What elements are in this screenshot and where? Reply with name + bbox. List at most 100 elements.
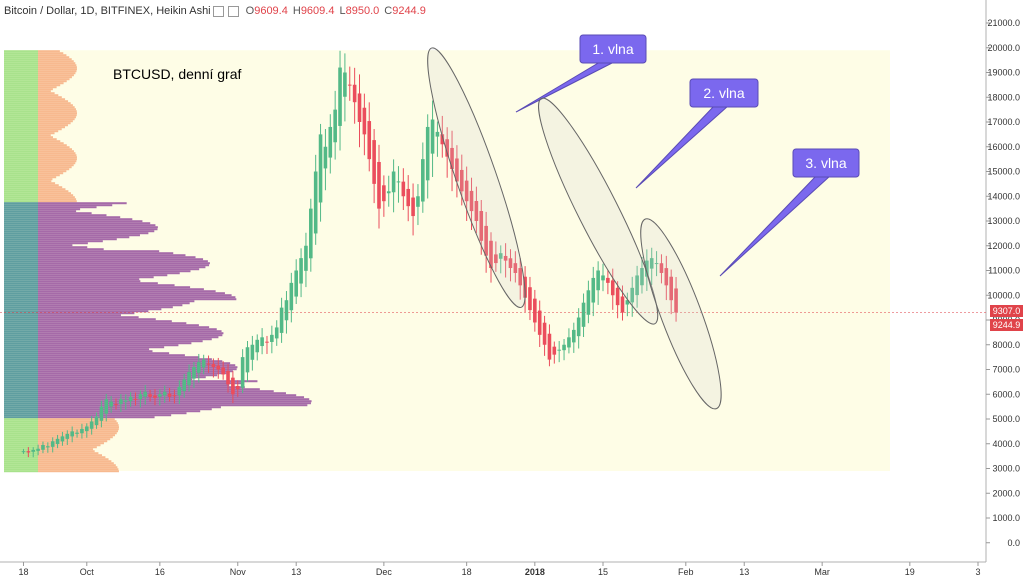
profile-bar-base — [4, 420, 38, 423]
settings-square-icon[interactable] — [212, 5, 224, 17]
profile-bar — [38, 300, 195, 303]
profile-bar-base — [4, 348, 38, 351]
profile-bar — [38, 376, 206, 379]
candle-body — [313, 171, 318, 234]
price-tick-label: 17000.0 — [987, 117, 1020, 127]
profile-bar-base — [4, 406, 38, 409]
profile-bar-base — [4, 460, 38, 463]
candle-body — [513, 263, 518, 273]
price-tick-label: 0.0 — [1007, 538, 1020, 548]
profile-bar — [38, 108, 76, 111]
profile-bar-base — [4, 388, 38, 391]
symbol-title[interactable]: Bitcoin / Dollar, 1D, BITFINEX, Heikin A… — [4, 5, 211, 17]
profile-bar-base — [4, 320, 38, 323]
profile-bar — [38, 268, 200, 271]
candle-body — [552, 346, 557, 355]
candle-body — [60, 436, 65, 442]
profile-bar-base — [4, 84, 38, 87]
profile-bar-base — [4, 262, 38, 265]
profile-bar-base — [4, 66, 38, 69]
profile-bar — [38, 340, 203, 343]
profile-bar-base — [4, 450, 38, 453]
profile-bar — [38, 274, 168, 277]
price-tag-close: 9244.9 — [990, 318, 1023, 331]
profile-bar-base — [4, 150, 38, 153]
profile-bar — [38, 178, 53, 181]
profile-bar — [38, 172, 64, 175]
candle-body — [284, 300, 289, 321]
profile-bar-base — [4, 216, 38, 219]
profile-bar — [38, 190, 69, 193]
profile-bar-base — [4, 194, 38, 197]
profile-bar-base — [4, 132, 38, 135]
candle-body — [547, 333, 552, 360]
wave-callout-box — [689, 78, 759, 108]
profile-bar — [38, 278, 140, 281]
profile-bar-base — [4, 408, 38, 411]
profile-bar — [38, 366, 238, 369]
profile-bar — [38, 244, 73, 247]
profile-bar-base — [4, 290, 38, 293]
profile-bar — [38, 276, 154, 279]
profile-bar-base — [4, 434, 38, 437]
profile-bar-base — [4, 394, 38, 397]
candle-body — [581, 302, 586, 327]
candles — [21, 50, 678, 458]
price-tick-label: 8000.0 — [992, 340, 1020, 350]
wave-callout-box — [579, 34, 647, 64]
candle-body — [226, 370, 230, 385]
candle-body — [406, 188, 411, 207]
profile-bar-base — [4, 144, 38, 147]
profile-bar — [38, 334, 223, 337]
profile-bar-base — [4, 316, 38, 319]
candle-body — [377, 161, 381, 209]
profile-bar-base — [4, 218, 38, 221]
profile-bar — [38, 328, 217, 331]
wave-ellipse — [427, 47, 526, 308]
profile-bar — [38, 186, 63, 189]
profile-bar — [38, 104, 73, 107]
candle-body — [197, 362, 201, 373]
profile-bar — [38, 170, 67, 173]
open-label: O — [245, 5, 255, 17]
candle-body — [425, 126, 430, 181]
candle-body — [347, 84, 352, 86]
candle-body — [382, 185, 386, 202]
candle-body — [46, 446, 50, 448]
profile-bar — [38, 138, 57, 141]
profile-bar — [38, 390, 274, 393]
profile-bar — [38, 146, 70, 149]
candle-body — [260, 337, 264, 347]
profile-bar-base — [4, 130, 38, 133]
profile-bar — [38, 398, 310, 401]
profile-bar-base — [4, 286, 38, 289]
profile-bar — [38, 460, 112, 463]
profile-bar-base — [4, 430, 38, 433]
wave-ellipse — [538, 97, 659, 325]
candle-body — [304, 245, 308, 271]
profile-bar — [38, 258, 204, 261]
profile-bar — [38, 154, 77, 157]
profile-bar — [38, 424, 119, 427]
profile-bar-base — [4, 180, 38, 183]
profile-bar-base — [4, 182, 38, 185]
profile-bar — [38, 404, 308, 407]
profile-bar-base — [4, 446, 38, 449]
candle-body — [70, 431, 74, 437]
profile-bar — [38, 468, 119, 471]
profile-bar — [38, 90, 51, 93]
profile-bar — [38, 444, 101, 447]
profile-bar-base — [4, 92, 38, 95]
profile-bar — [38, 346, 165, 349]
profile-bar — [38, 420, 117, 423]
compare-square-icon[interactable] — [227, 5, 239, 17]
profile-bar-base — [4, 90, 38, 93]
profile-bar-base — [4, 100, 38, 103]
profile-bar-base — [4, 404, 38, 407]
profile-bar-base — [4, 362, 38, 365]
price-tick-label: 6000.0 — [992, 389, 1020, 399]
profile-bar — [38, 212, 92, 215]
profile-bar-base — [4, 422, 38, 425]
candle-body — [84, 426, 89, 432]
